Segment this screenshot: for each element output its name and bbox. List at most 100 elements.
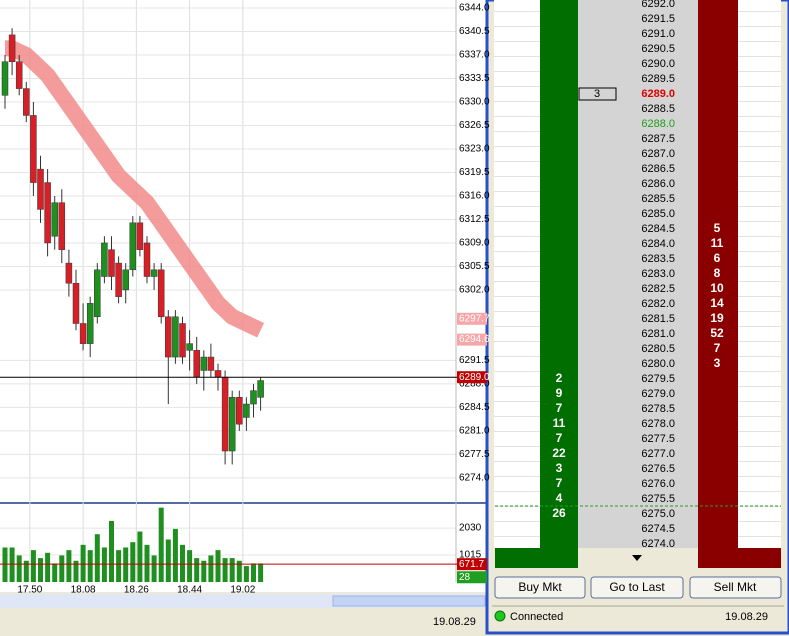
ask-size: 19	[710, 311, 724, 325]
ladder-price: 6283.0	[641, 268, 675, 280]
ladder-price: 6290.0	[641, 58, 675, 70]
candle-body	[65, 262, 73, 284]
ladder-price: 6275.0	[641, 508, 675, 520]
buy-button[interactable]	[494, 576, 586, 599]
go-last-button-label[interactable]: Go to Last	[609, 580, 665, 594]
y-tick-label: 6340.5	[459, 26, 490, 37]
ladder-price: 6276.5	[641, 463, 675, 475]
ladder-price: 6290.5	[641, 43, 675, 55]
scroll-thumb[interactable]	[332, 595, 486, 607]
volume-bar	[187, 550, 193, 582]
y-tick-label: 6281.0	[459, 426, 490, 437]
candle-body	[86, 303, 94, 344]
ask-size: 5	[714, 221, 721, 235]
ladder-price: 6286.5	[641, 163, 675, 175]
ladder-price: 6282.0	[641, 298, 675, 310]
y-tick-label: 6312.5	[459, 214, 490, 225]
candle-body	[221, 376, 229, 452]
sell-button-label[interactable]: Sell Mkt	[714, 580, 757, 594]
candle-body	[136, 222, 144, 250]
price-column	[578, 0, 698, 548]
ladder-price: 6277.0	[641, 448, 675, 460]
x-tick-label: 18.26	[124, 585, 149, 596]
ladder-price: 6280.0	[641, 358, 675, 370]
volume-bar	[87, 550, 93, 582]
candle-body	[72, 282, 80, 324]
bid-footer	[495, 548, 578, 568]
bid-size: 7	[556, 476, 563, 490]
candle-body	[157, 269, 165, 318]
candle-body	[150, 269, 158, 277]
y-tick-label: 6316.0	[459, 191, 490, 202]
x-tick-label: 19.02	[230, 585, 255, 596]
volume-bar	[30, 550, 36, 582]
ask-size: 3	[714, 356, 721, 370]
ladder-price: 6285.5	[641, 193, 675, 205]
volume-bar	[23, 560, 29, 582]
volume-last-label: 28	[459, 572, 471, 583]
ask-size: 10	[710, 281, 724, 295]
volume-bar	[59, 555, 65, 582]
volume-bar	[165, 539, 171, 582]
bid-size: 9	[556, 386, 563, 400]
moving-average	[4, 40, 265, 338]
ladder-price: 6281.0	[641, 328, 675, 340]
ask-size: 7	[714, 341, 721, 355]
volume-bar	[208, 555, 214, 582]
volume-bar	[258, 563, 264, 582]
volume-tick-label: 1015	[459, 550, 482, 561]
chart-time: 19.08.29	[433, 616, 476, 628]
bid-size: 7	[556, 431, 563, 445]
ladder-price: 6288.5	[641, 103, 675, 115]
y-tick-label: 6337.0	[459, 50, 490, 61]
status-text: Connected	[510, 611, 563, 623]
ladder-price: 6274.5	[641, 523, 675, 535]
volume-bar	[2, 547, 8, 582]
ladder-rows: 6292.06291.56291.06290.56290.06289.56289…	[494, 0, 781, 552]
y-tick-label: 6333.5	[459, 73, 490, 84]
y-tick-label: 6326.5	[459, 120, 490, 131]
volume-bar	[151, 555, 157, 582]
bid-size: 7	[556, 401, 563, 415]
candle-body	[44, 182, 51, 244]
bid-size: 11	[553, 416, 566, 430]
ask-footer	[698, 548, 781, 568]
bid-size: 22	[552, 446, 566, 460]
candle-body	[101, 242, 108, 277]
candle-body	[23, 88, 30, 116]
candle-body	[165, 316, 172, 358]
buy-button-label[interactable]: Buy Mkt	[518, 580, 562, 594]
ladder-price: 6286.0	[641, 178, 675, 190]
candle-body	[8, 34, 16, 62]
bid-size: 26	[552, 506, 566, 520]
ladder-price: 6291.5	[641, 13, 675, 25]
volume-bar	[52, 563, 58, 582]
volume-bar	[94, 534, 100, 582]
sell-button[interactable]	[689, 576, 782, 599]
candle-body	[193, 350, 200, 378]
ladder-price: 6287.5	[641, 133, 675, 145]
volume-bar	[158, 507, 164, 582]
x-tick-label: 18.44	[177, 585, 202, 596]
volume-bar	[101, 547, 107, 582]
y-tick-label: 6288.0	[459, 379, 490, 390]
go-last-button[interactable]	[590, 576, 684, 599]
candle-body	[15, 61, 23, 89]
last-size: 3	[594, 88, 600, 100]
ladder-price: 6288.0	[641, 118, 675, 130]
y-tick-label: 6274.0	[459, 473, 490, 484]
candle-body	[1, 61, 9, 96]
scroll-down-arrow[interactable]	[632, 555, 642, 561]
ladder-price: 6280.5	[641, 343, 675, 355]
ladder-price: 6283.5	[641, 253, 675, 265]
volume-bar	[137, 531, 143, 582]
volume-bar	[243, 566, 249, 582]
chart-area	[0, 0, 487, 592]
ma-label: 6297.7	[459, 313, 490, 324]
volume-bar	[16, 555, 22, 582]
volume-bar	[80, 544, 86, 582]
volume-bar	[123, 547, 129, 582]
candle-body	[257, 380, 264, 398]
bid-size: 4	[556, 491, 563, 505]
ladder-price: 6279.5	[641, 373, 675, 385]
